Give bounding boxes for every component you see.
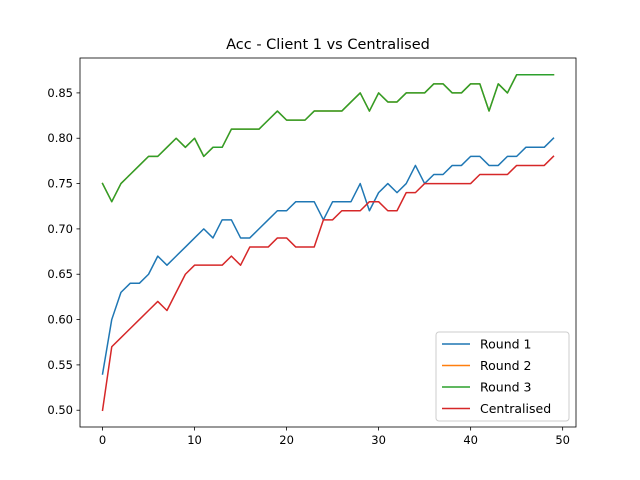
y-tick-label: 0.65 bbox=[47, 267, 73, 281]
series-line-round-2 bbox=[101, 74, 555, 203]
legend: Round 1 Round 2 Round 3 Centralised bbox=[435, 331, 570, 422]
y-tick-label: 0.85 bbox=[47, 86, 73, 100]
chart-title: Acc - Client 1 vs Centralised bbox=[226, 37, 430, 53]
y-tick-label: 0.55 bbox=[47, 358, 73, 372]
series-line-centralised bbox=[101, 155, 555, 412]
x-tick-label: 40 bbox=[463, 433, 478, 447]
series-line-round-1 bbox=[101, 137, 555, 375]
legend-label: Round 1 bbox=[480, 337, 531, 352]
plot-lines bbox=[101, 74, 555, 412]
x-tick-label: 20 bbox=[279, 433, 294, 447]
plot-frame bbox=[79, 57, 577, 428]
series-line-round-3 bbox=[101, 74, 555, 203]
legend-box bbox=[435, 331, 570, 422]
legend-label: Centralised bbox=[480, 401, 551, 416]
y-tick-label: 0.50 bbox=[47, 403, 73, 417]
legend-label: Round 3 bbox=[480, 380, 531, 395]
y-tick-label: 0.70 bbox=[47, 222, 73, 236]
y-tick-label: 0.80 bbox=[47, 131, 73, 145]
x-tick-label: 10 bbox=[187, 433, 202, 447]
x-tick-label: 0 bbox=[99, 433, 106, 447]
y-tick-label: 0.75 bbox=[47, 177, 73, 191]
axes: 0 10 20 30 40 50 0.50 0.55 0.60 0.65 0.70 0.75 0.80 0… bbox=[47, 57, 577, 447]
y-tick-label: 0.60 bbox=[47, 313, 73, 327]
legend-label: Round 2 bbox=[480, 358, 531, 373]
x-tick-label: 50 bbox=[555, 433, 570, 447]
x-tick-label: 30 bbox=[371, 433, 386, 447]
